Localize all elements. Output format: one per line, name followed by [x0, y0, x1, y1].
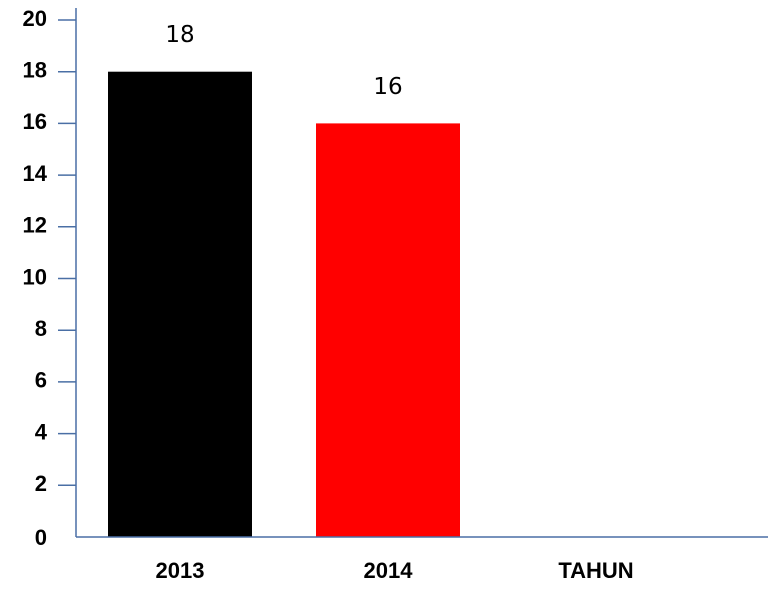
y-tick-label: 14	[23, 161, 48, 186]
bar-2014	[316, 123, 460, 538]
y-tick-label: 2	[35, 471, 47, 496]
y-tick-label: 18	[23, 58, 47, 83]
y-tick-label: 10	[23, 264, 47, 289]
y-tick-label: 20	[23, 6, 47, 31]
data-label-2013: 18	[165, 22, 194, 48]
data-label-2014: 16	[373, 74, 402, 100]
y-tick-label: 4	[35, 419, 48, 444]
y-tick-label: 0	[35, 525, 47, 550]
x-category-label: TAHUN	[558, 558, 633, 583]
x-category-label: 2014	[364, 558, 414, 583]
bar-2013	[108, 71, 252, 537]
y-tick-label: 8	[35, 316, 47, 341]
y-tick-label: 12	[23, 213, 47, 238]
bars	[108, 71, 460, 538]
x-axis: 2013 2014 TAHUN	[76, 536, 768, 583]
x-category-label: 2013	[156, 558, 205, 583]
y-axis: 0 2 4 6 8 10 12 14 16 18 20	[23, 6, 77, 550]
y-tick-label: 16	[23, 109, 47, 134]
y-tick-label: 6	[35, 368, 47, 393]
